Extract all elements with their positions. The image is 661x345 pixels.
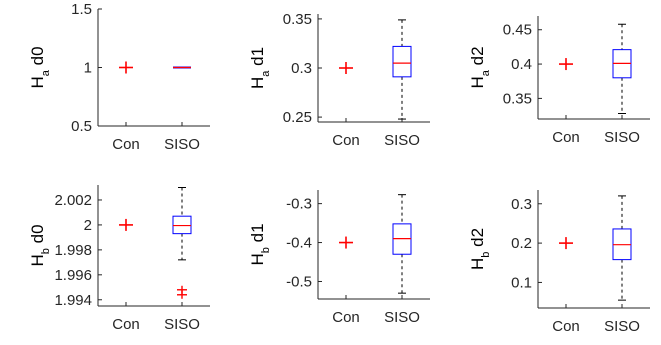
x-tick-label: Con xyxy=(112,316,140,333)
y-tick-label: -0.5 xyxy=(286,273,312,290)
y-axis-label: Hb d1 xyxy=(248,223,272,265)
siso-box xyxy=(172,215,192,235)
x-tick-label: Con xyxy=(552,318,580,335)
con-marker xyxy=(119,218,133,231)
x-tick-label: SISO xyxy=(164,316,200,333)
y-tick-label: 0.35 xyxy=(283,11,312,28)
siso-box xyxy=(392,45,412,78)
panel-5: -0.5 -0.4 -0.3 Con SISO Hb d1 xyxy=(248,190,430,326)
x-tick-label: SISO xyxy=(604,129,640,146)
y-axis-label-suffix: d2 xyxy=(468,228,487,252)
panel-6: 0.1 0.2 0.3 Con SISO Hb d2 xyxy=(468,190,650,335)
x-tick-label: SISO xyxy=(604,318,640,335)
y-axis-label-main: H xyxy=(468,76,487,88)
y-axis-label-main: H xyxy=(248,253,267,265)
x-tick-label: SISO xyxy=(164,136,200,153)
y-axis-label-main: H xyxy=(468,258,487,270)
y-tick-label: -0.4 xyxy=(286,235,312,252)
x-tick-label: SISO xyxy=(384,309,420,326)
y-tick-label: 1 xyxy=(84,60,92,77)
y-axis-label-sub: a xyxy=(40,69,52,76)
y-tick-label: 0.1 xyxy=(511,274,532,291)
y-axis-label-sub: b xyxy=(40,248,52,254)
y-axis-label-suffix: d0 xyxy=(28,224,47,248)
y-tick-label: 0.3 xyxy=(291,60,312,77)
siso-boxplot xyxy=(612,23,632,115)
y-axis-label-main: H xyxy=(28,76,47,88)
y-tick-label: 0.2 xyxy=(511,235,532,252)
x-tick-label: Con xyxy=(552,129,580,146)
con-marker xyxy=(339,236,353,249)
y-tick-label: 1.998 xyxy=(54,242,92,259)
y-axis-label-sub: b xyxy=(260,247,272,253)
siso-boxplot xyxy=(612,195,632,301)
y-axis-label-suffix: d1 xyxy=(248,223,267,247)
x-tick-label: Con xyxy=(332,309,360,326)
y-tick-label: 1.5 xyxy=(71,1,92,18)
y-axis-label-suffix: d2 xyxy=(468,46,487,70)
y-tick-label: 2.002 xyxy=(54,192,92,209)
siso-boxplot xyxy=(172,186,192,299)
con-marker xyxy=(559,58,573,71)
con-marker xyxy=(559,237,573,250)
con-marker xyxy=(119,61,133,74)
con-marker xyxy=(339,62,353,74)
y-tick-label: 0.3 xyxy=(511,196,532,213)
siso-outlier xyxy=(177,290,187,299)
y-axis-label: Hb d2 xyxy=(468,228,492,270)
y-tick-label: 0.45 xyxy=(503,22,532,39)
y-tick-label: 0.35 xyxy=(503,90,532,107)
y-axis-label-sub: a xyxy=(260,70,272,77)
y-tick-label: 1.996 xyxy=(54,267,92,284)
x-tick-label: SISO xyxy=(384,132,420,149)
panel-3: 0.35 0.4 0.45 Con SISO Ha d2 xyxy=(468,16,650,146)
x-tick-label: Con xyxy=(112,136,140,153)
y-axis-label: Ha d2 xyxy=(468,46,492,88)
y-axis-label-sub: a xyxy=(480,69,492,76)
y-tick-label: 0.4 xyxy=(511,56,532,73)
y-tick-label: -0.3 xyxy=(286,196,312,213)
siso-boxplot xyxy=(392,194,412,294)
y-axis-label: Hb d0 xyxy=(28,224,52,266)
y-axis-label: Ha d0 xyxy=(28,46,52,88)
y-tick-label: 0.25 xyxy=(283,109,312,126)
siso-boxplot xyxy=(392,19,412,120)
panel-1: 0.5 1 1.5 Con SISO Ha d0 xyxy=(28,1,210,153)
y-tick-label: 0.5 xyxy=(71,118,92,135)
x-tick-label: Con xyxy=(332,132,360,149)
y-axis-label-suffix: d0 xyxy=(28,46,47,70)
y-axis-label: Ha d1 xyxy=(248,47,272,89)
y-axis-label-main: H xyxy=(28,254,47,266)
y-axis-label-suffix: d1 xyxy=(248,47,267,71)
y-axis-label-main: H xyxy=(248,77,267,89)
panel-2: 0.25 0.3 0.35 Con SISO Ha d1 xyxy=(248,11,430,149)
y-tick-label: 1.994 xyxy=(54,292,92,309)
y-axis-label-sub: b xyxy=(480,252,492,258)
y-tick-label: 2 xyxy=(84,217,92,234)
panel-4: 1.994 1.996 1.998 2 2.002 Con SISO Hb d0 xyxy=(28,185,210,333)
